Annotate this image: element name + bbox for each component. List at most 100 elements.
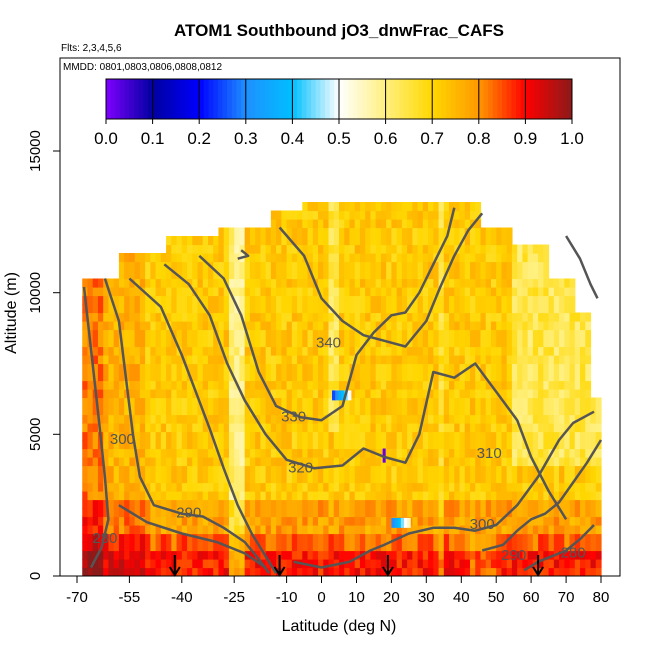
heat-cell: [286, 295, 293, 305]
heat-cell: [265, 448, 272, 458]
heat-cell: [113, 448, 120, 458]
heat-cell: [407, 210, 413, 220]
heat-cell: [97, 312, 104, 322]
heat-cell: [559, 559, 565, 569]
heat-cell: [166, 559, 172, 569]
heat-cell: [496, 338, 503, 348]
heat-cell: [496, 270, 503, 280]
heat-cell: [108, 559, 115, 569]
heat-cell: [359, 227, 366, 237]
heat-cell: [208, 431, 214, 441]
heat-cell: [181, 270, 188, 280]
heat-cell: [380, 414, 387, 424]
heat-cell: [92, 397, 99, 407]
heat-cell: [171, 304, 178, 314]
heat-cell: [213, 261, 220, 271]
heat-cell: [270, 363, 277, 373]
heat-cell: [176, 525, 183, 535]
heat-cell: [380, 380, 387, 390]
heat-cell: [150, 482, 157, 492]
heat-cell: [480, 227, 487, 237]
heat-cell: [511, 338, 518, 348]
heat-cell: [417, 355, 424, 365]
heat-cell: [454, 457, 461, 467]
heat-cell: [108, 491, 115, 501]
heat-cell: [92, 457, 99, 467]
heat-cell: [297, 244, 303, 254]
colorbar-cell: [520, 79, 526, 119]
heat-cell: [276, 244, 282, 254]
heat-cell: [527, 525, 534, 535]
heat-cell: [108, 338, 115, 348]
heat-cell: [171, 372, 178, 382]
heat-cell: [108, 440, 115, 450]
heat-cell: [401, 304, 408, 314]
heat-cell: [459, 312, 466, 322]
heat-cell: [113, 389, 120, 399]
heat-cell: [496, 312, 503, 322]
heat-cell: [517, 287, 523, 297]
heat-cell: [443, 567, 450, 576]
heat-cell: [412, 550, 419, 560]
heat-cell: [354, 550, 361, 560]
heat-cell: [155, 287, 162, 297]
heat-cell: [449, 508, 455, 518]
heat-cell: [82, 559, 89, 569]
heat-cell: [318, 236, 324, 246]
heat-cell: [260, 457, 267, 467]
heat-cell: [312, 312, 319, 322]
heat-cell: [359, 508, 366, 518]
heat-cell: [260, 406, 267, 416]
heat-cell: [281, 431, 288, 441]
heat-cell: [260, 278, 267, 288]
heat-cell: [365, 389, 372, 399]
heat-cell: [506, 499, 513, 509]
heat-cell: [113, 516, 120, 526]
heat-cell: [333, 499, 340, 509]
heat-cell: [318, 227, 324, 237]
heat-cell: [412, 465, 419, 475]
heat-cell: [354, 227, 361, 237]
heat-cell: [506, 363, 513, 373]
heat-cell: [187, 355, 193, 365]
heat-cell: [359, 355, 366, 365]
heat-cell: [354, 457, 361, 467]
heat-cell: [218, 448, 225, 458]
heat-cell: [323, 338, 330, 348]
heat-cell: [265, 304, 272, 314]
heat-cell: [281, 474, 288, 484]
heat-cell: [553, 542, 560, 552]
heat-cell: [176, 533, 183, 543]
heat-cell: [339, 304, 345, 314]
heat-cell: [297, 482, 303, 492]
heat-cell: [485, 465, 492, 475]
heat-cell: [228, 550, 235, 560]
heat-cell: [370, 355, 377, 365]
heat-cell: [511, 550, 518, 560]
heat-cell: [396, 261, 403, 271]
heat-cell: [354, 219, 361, 229]
heat-cell: [459, 253, 466, 263]
heat-cell: [380, 423, 387, 433]
heat-cell: [281, 423, 288, 433]
heat-cell: [139, 355, 146, 365]
heat-cell: [239, 482, 246, 492]
colorbar-tick-label: 0.3: [234, 129, 258, 148]
heat-cell: [574, 482, 581, 492]
heat-cell: [506, 312, 513, 322]
heat-cell: [197, 423, 204, 433]
heat-cell: [297, 278, 303, 288]
heat-cell: [365, 457, 372, 467]
heat-cell: [249, 244, 256, 254]
heat-cell: [490, 380, 497, 390]
heat-cell: [417, 440, 424, 450]
heat-cell: [103, 550, 110, 560]
heat-cell: [213, 499, 220, 509]
heat-cell: [239, 363, 246, 373]
heat-cell: [208, 414, 214, 424]
heat-cell: [433, 457, 440, 467]
heat-cell: [543, 516, 550, 526]
heat-cell: [328, 372, 335, 382]
heat-cell: [464, 448, 471, 458]
heat-cell: [365, 346, 372, 356]
